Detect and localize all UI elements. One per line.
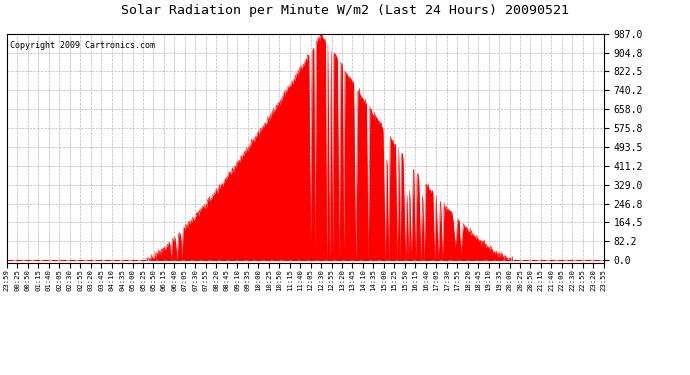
Text: Solar Radiation per Minute W/m2 (Last 24 Hours) 20090521: Solar Radiation per Minute W/m2 (Last 24… — [121, 4, 569, 17]
Text: Copyright 2009 Cartronics.com: Copyright 2009 Cartronics.com — [10, 40, 155, 50]
